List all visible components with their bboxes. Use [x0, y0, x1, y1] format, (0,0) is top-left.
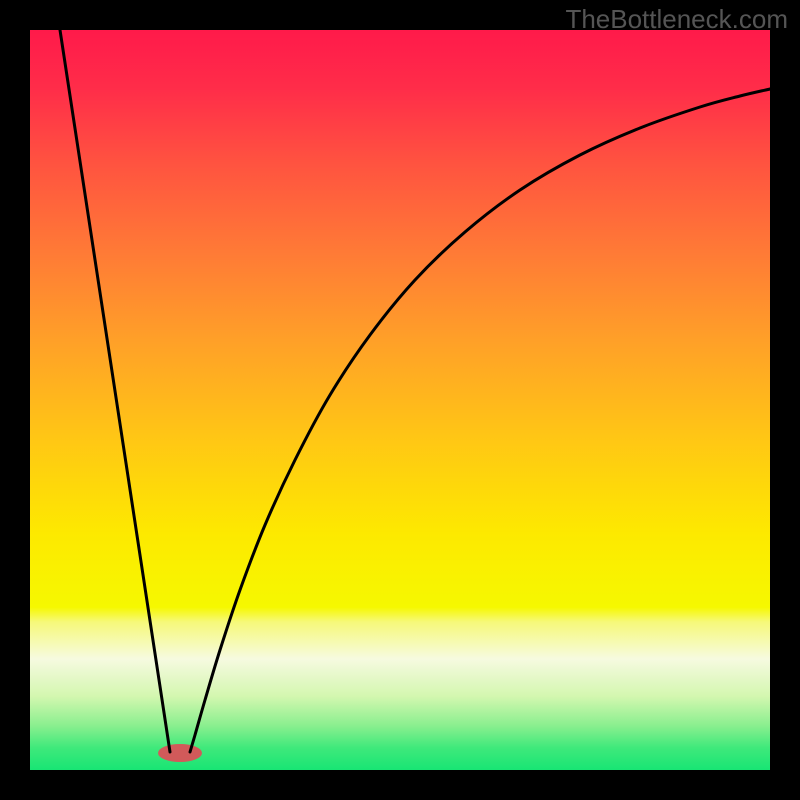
bottleneck-chart [0, 0, 800, 800]
chart-container: TheBottleneck.com [0, 0, 800, 800]
watermark-text: TheBottleneck.com [565, 4, 788, 35]
